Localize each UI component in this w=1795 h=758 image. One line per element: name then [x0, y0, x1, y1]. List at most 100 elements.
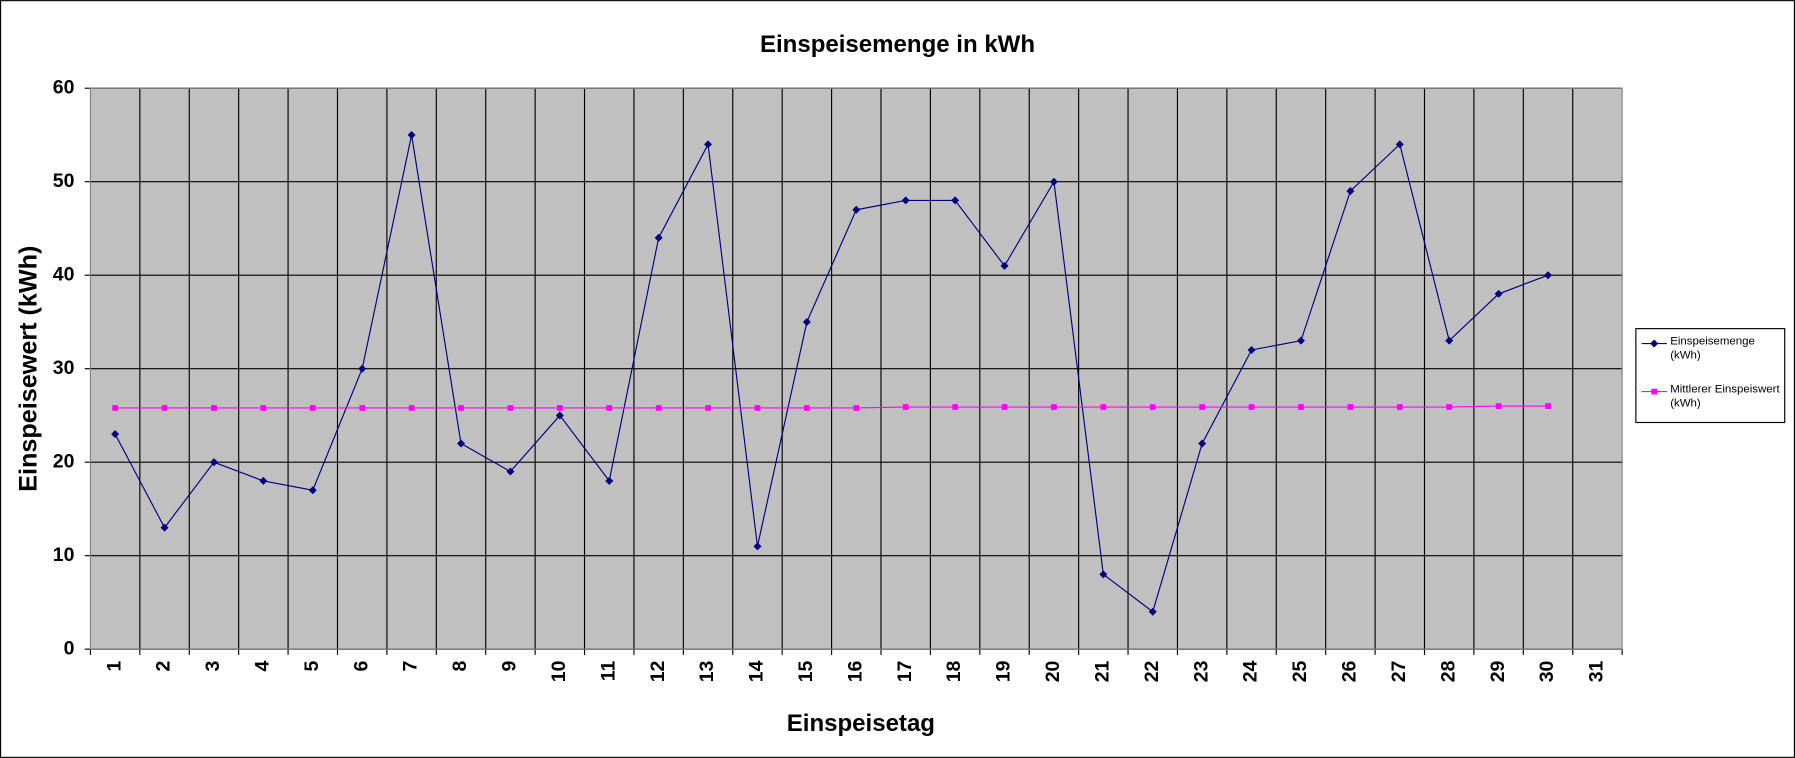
- point: [161, 405, 168, 411]
- legend-label-box: Mittlerer Einspeiswert (kWh): [1670, 384, 1779, 410]
- x-tick-label: 9: [499, 660, 521, 671]
- y-tick-label: 50: [53, 170, 75, 192]
- x-tick-label: 25: [1289, 660, 1311, 682]
- point: [259, 476, 268, 485]
- x-tick-label: 17: [894, 661, 916, 683]
- point: [556, 405, 563, 411]
- point: [1099, 570, 1108, 579]
- plot-border: [89, 87, 1623, 650]
- point: [1049, 177, 1058, 186]
- point: [1495, 403, 1502, 409]
- chart-title: Einspeisemenge in kWh: [760, 31, 1035, 58]
- y-tick-label: 0: [64, 637, 75, 659]
- point: [606, 405, 613, 411]
- point: [358, 364, 367, 373]
- x-tick-label: 27: [1388, 661, 1410, 683]
- x-axis-title: Einspeisetag: [787, 710, 935, 737]
- point: [1051, 404, 1057, 410]
- x-tick-label: 23: [1190, 660, 1212, 682]
- point: [260, 405, 267, 411]
- point: [160, 523, 169, 532]
- point: [754, 405, 761, 411]
- point: [654, 233, 663, 242]
- point: [1298, 404, 1304, 410]
- point: [1001, 404, 1008, 410]
- x-tick-label: 29: [1487, 660, 1509, 682]
- x-tick-label: 24: [1240, 660, 1262, 682]
- point: [1000, 261, 1009, 270]
- point: [802, 317, 811, 326]
- point: [902, 404, 909, 410]
- point: [1650, 339, 1659, 348]
- legend-label-box: Einspeisemenge (kWh): [1670, 335, 1755, 362]
- point: [655, 405, 662, 411]
- point: [458, 405, 464, 411]
- x-tick-label: 2: [153, 660, 175, 671]
- point: [308, 486, 317, 495]
- point: [1248, 404, 1255, 410]
- x-tick-label: 10: [548, 660, 570, 682]
- x-tick-label: 1: [103, 660, 125, 671]
- x-tick-label: 13: [696, 660, 718, 682]
- point: [1445, 336, 1454, 345]
- point: [1347, 404, 1354, 410]
- x-tick-label: 11: [597, 660, 619, 681]
- point: [1100, 404, 1107, 410]
- point: [408, 405, 415, 411]
- point: [359, 405, 366, 411]
- x-tick-label: 22: [1141, 660, 1163, 682]
- point: [753, 542, 762, 551]
- series-line: [115, 405, 1549, 409]
- point: [704, 140, 713, 149]
- x-tick-label: 3: [202, 660, 224, 671]
- y-tick-label: 40: [53, 263, 75, 285]
- point: [1396, 404, 1403, 410]
- point: [1149, 404, 1156, 410]
- x-tick-label: 6: [350, 660, 372, 671]
- legend-label: Einspeisemenge (kWh): [1670, 335, 1755, 362]
- x-tick-label: 15: [795, 660, 817, 682]
- point: [507, 405, 514, 411]
- x-tick-label: 16: [844, 660, 866, 682]
- x-tick-label: 8: [449, 660, 471, 671]
- x-tick-label: 21: [1091, 660, 1113, 682]
- point: [1545, 403, 1551, 409]
- x-tick-label: 31: [1586, 660, 1608, 682]
- point: [901, 196, 910, 205]
- x-tick-label: 14: [746, 660, 768, 682]
- y-tick-label: 60: [53, 76, 75, 98]
- x-tick-label: 28: [1437, 660, 1459, 682]
- x-tick-label: 4: [252, 660, 274, 671]
- x-tick-label: 12: [647, 660, 669, 682]
- point: [309, 405, 316, 411]
- point: [1544, 271, 1553, 280]
- point: [852, 205, 861, 214]
- point: [555, 411, 564, 420]
- point: [804, 405, 810, 411]
- x-tick-label: 5: [301, 660, 323, 671]
- point: [209, 458, 218, 467]
- point: [111, 430, 120, 439]
- point: [1651, 388, 1658, 395]
- x-tick-label: 30: [1536, 660, 1558, 682]
- y-tick-label: 10: [53, 544, 75, 566]
- series-line: [114, 134, 1549, 613]
- point: [605, 476, 614, 485]
- y-tick-label: 30: [53, 357, 75, 379]
- x-tick-label: 20: [1042, 660, 1064, 682]
- point: [112, 405, 119, 411]
- point: [853, 405, 860, 411]
- point: [951, 196, 960, 205]
- point: [1199, 404, 1206, 410]
- y-tick-label: 20: [53, 450, 75, 472]
- point: [952, 404, 958, 410]
- x-tick-label: 18: [943, 660, 965, 682]
- point: [211, 405, 217, 411]
- x-tick-label: 7: [400, 661, 422, 672]
- point: [1198, 439, 1207, 448]
- point: [457, 439, 466, 448]
- point: [1446, 404, 1453, 410]
- x-tick-label: 26: [1339, 660, 1361, 682]
